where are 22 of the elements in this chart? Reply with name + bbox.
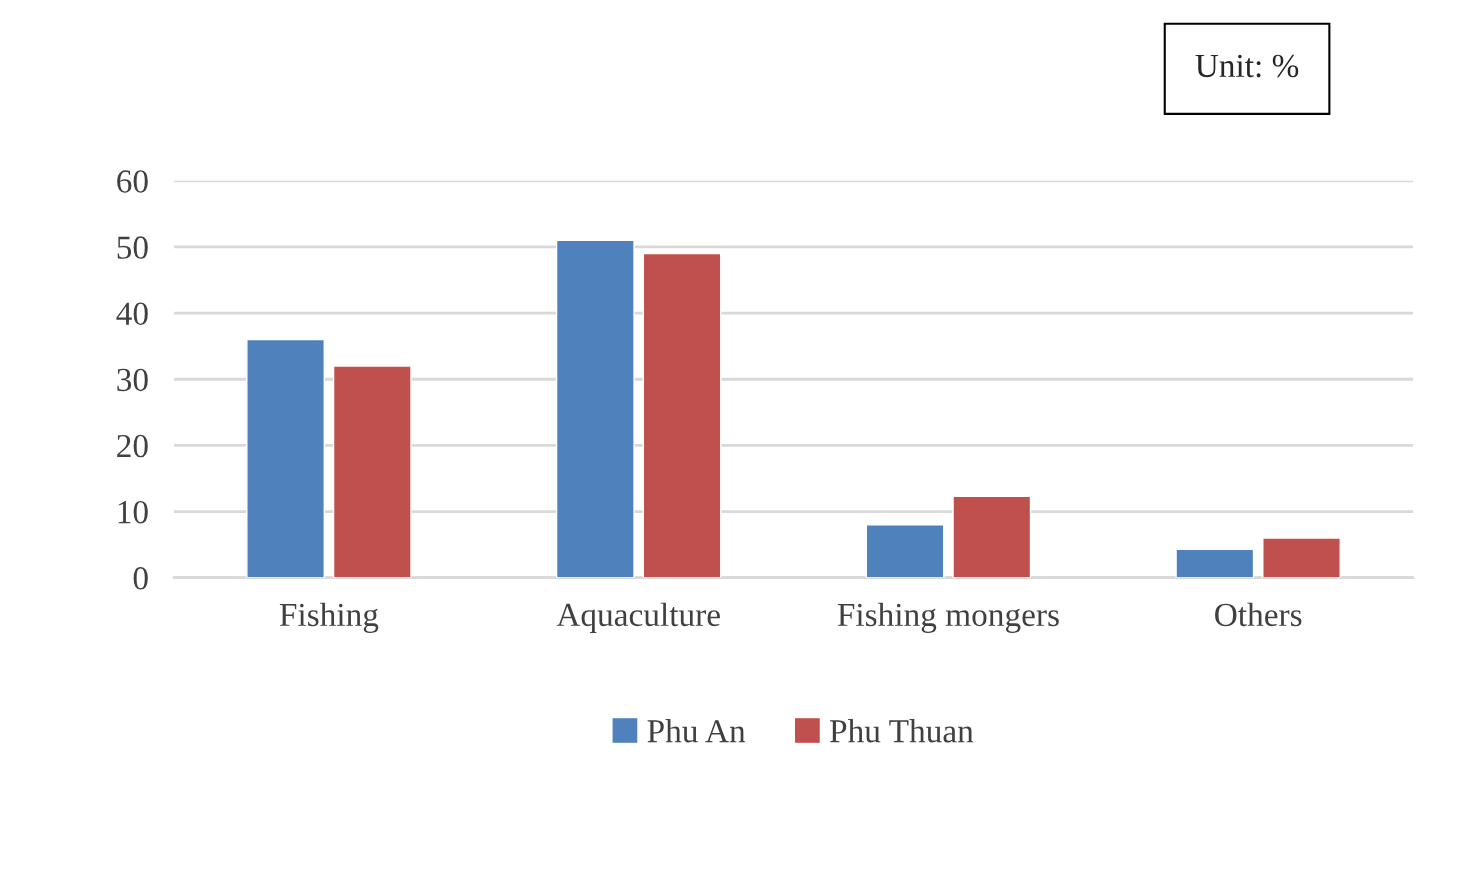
x-tick-label: Aquaculture [556, 602, 720, 633]
y-tick-label: 20 [117, 434, 148, 458]
bar [246, 338, 325, 578]
y-tick-label: 10 [118, 500, 148, 524]
bar [952, 495, 1032, 578]
y-tick-label: 60 [117, 170, 148, 193]
y-tick-label: 0 [133, 567, 148, 590]
x-tick-label: Fishing [279, 602, 379, 634]
y-tick-label: 50 [117, 236, 148, 259]
legend-label: Phu Thuan [830, 719, 974, 743]
text: Unit: % [1195, 54, 1299, 78]
y-tick-label: 40 [116, 302, 148, 325]
legend-label: Phu An [647, 719, 746, 743]
x-tick-label: Others [1215, 602, 1302, 627]
bar [865, 524, 945, 578]
bar [1175, 548, 1255, 578]
bar [332, 365, 412, 578]
bar [555, 239, 635, 578]
bar [642, 252, 722, 578]
x-tick-label: Fishing mongers [837, 602, 1059, 634]
y-tick-label: 30 [117, 368, 148, 392]
bar [1262, 537, 1341, 578]
